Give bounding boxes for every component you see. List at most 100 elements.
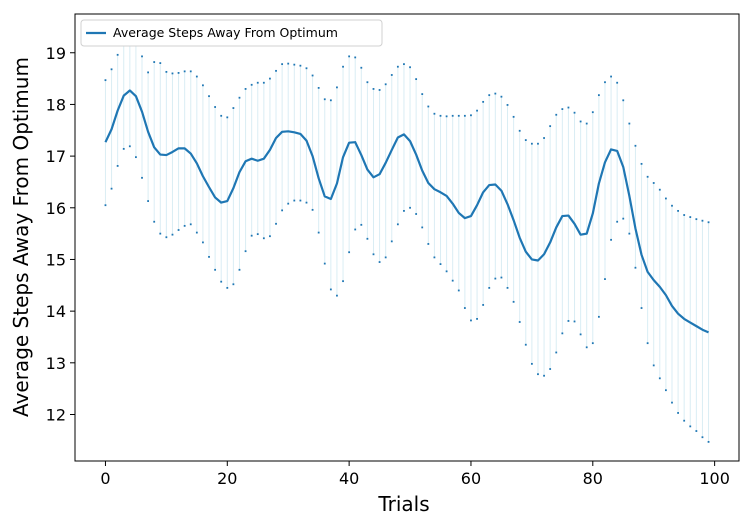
error-bar-cap-upper bbox=[159, 62, 162, 64]
y-axis-title: Average Steps Away From Optimum bbox=[9, 57, 33, 417]
error-bar-cap-lower bbox=[183, 224, 186, 227]
error-bar-cap-lower bbox=[208, 255, 210, 258]
error-bar-cap-upper bbox=[646, 175, 649, 178]
error-bar-cap-upper bbox=[378, 89, 381, 91]
error-bar-cap-lower bbox=[299, 199, 302, 202]
error-bar-cap-lower bbox=[482, 304, 485, 306]
error-bar-cap-upper bbox=[336, 86, 338, 89]
error-bar-cap-lower bbox=[220, 280, 223, 283]
legend-box bbox=[80, 19, 383, 47]
error-bar-cap-upper bbox=[348, 55, 351, 58]
error-bar-cap-upper bbox=[683, 214, 686, 216]
error-bar-cap-upper bbox=[171, 72, 174, 75]
error-bar-cap-lower bbox=[104, 204, 107, 207]
error-bar-cap-lower bbox=[591, 342, 594, 345]
error-bar-cap-lower bbox=[165, 236, 168, 239]
error-bar-cap-lower bbox=[329, 288, 332, 291]
error-bar-cap-lower bbox=[342, 280, 344, 283]
error-bar-cap-lower bbox=[171, 233, 174, 236]
error-bar-cap-lower bbox=[561, 332, 564, 335]
error-bar-cap-upper bbox=[439, 114, 442, 117]
error-bar-cap-lower bbox=[214, 268, 217, 271]
x-axis-ticks: 0 20 40 60 80 100 bbox=[100, 461, 730, 488]
error-bar-cap-lower bbox=[275, 222, 277, 225]
error-bar-cap-lower bbox=[305, 201, 308, 204]
error-bar-cap-lower bbox=[147, 200, 150, 202]
legend-label: Average Steps Away From Optimum bbox=[113, 25, 338, 40]
error-bar-cap-lower bbox=[494, 277, 497, 280]
x-tick-label: 40 bbox=[339, 469, 359, 488]
error-bar-cap-lower bbox=[488, 286, 491, 289]
error-bar-cap-upper bbox=[342, 65, 344, 68]
error-bar-cap-upper bbox=[372, 88, 375, 90]
error-bar-cap-upper bbox=[604, 81, 606, 84]
error-bar-cap-lower bbox=[543, 374, 545, 377]
error-bar-cap-upper bbox=[579, 120, 582, 123]
error-bar-cap-upper bbox=[189, 70, 192, 73]
y-tick-label: 18 bbox=[46, 95, 66, 114]
error-bar-cap-lower bbox=[110, 187, 113, 190]
error-bar-cap-upper bbox=[573, 111, 576, 114]
error-bar-cap-lower bbox=[622, 217, 625, 220]
error-bar-cap-lower bbox=[244, 250, 247, 253]
error-bar-cap-lower bbox=[549, 368, 552, 370]
y-tick-label: 19 bbox=[46, 44, 66, 63]
error-bar-cap-upper bbox=[634, 144, 637, 147]
error-bar-cap-lower bbox=[202, 241, 204, 244]
x-tick-label: 60 bbox=[461, 469, 481, 488]
error-bar-cap-upper bbox=[512, 115, 515, 118]
error-bar-cap-lower bbox=[226, 286, 229, 289]
error-bar-cap-lower bbox=[128, 145, 131, 148]
error-bar-cap-lower bbox=[695, 430, 698, 432]
y-tick-label: 14 bbox=[46, 302, 66, 321]
error-bar-cap-lower bbox=[262, 237, 265, 240]
error-bar-cap-lower bbox=[524, 343, 527, 346]
error-bar-cap-lower bbox=[530, 362, 533, 365]
error-bar-cap-upper bbox=[269, 77, 271, 80]
error-bar-cap-lower bbox=[195, 231, 198, 234]
error-bar-cap-upper bbox=[220, 114, 223, 117]
error-bar-cap-upper bbox=[299, 64, 302, 67]
error-bar-cap-upper bbox=[147, 71, 150, 74]
error-bar-cap-upper bbox=[153, 61, 156, 63]
error-bar-cap-upper bbox=[250, 83, 253, 86]
error-bar-cap-upper bbox=[701, 219, 704, 222]
error-bar-cap-lower bbox=[366, 237, 369, 240]
error-bar-cap-upper bbox=[317, 86, 320, 89]
error-bar-cap-lower bbox=[122, 147, 125, 150]
error-bar-cap-lower bbox=[689, 425, 692, 428]
error-bar-cap-upper bbox=[658, 188, 661, 191]
error-bar-cap-lower bbox=[634, 266, 637, 269]
error-bar-cap-upper bbox=[555, 113, 558, 116]
error-bar-cap-upper bbox=[585, 122, 588, 125]
error-bar-cap-upper bbox=[530, 142, 533, 145]
error-bar-cap-lower bbox=[664, 389, 667, 392]
error-bar-cap-lower bbox=[378, 261, 381, 263]
error-bar-cap-upper bbox=[141, 55, 143, 58]
x-tick-label: 20 bbox=[217, 469, 237, 488]
error-bar-cap-lower bbox=[116, 165, 119, 167]
error-bar-cap-upper bbox=[707, 221, 710, 224]
error-bar-cap-upper bbox=[396, 65, 399, 68]
error-bar-cap-lower bbox=[354, 228, 357, 231]
y-tick-label: 13 bbox=[46, 354, 66, 373]
error-bar-cap-lower bbox=[281, 209, 284, 212]
error-bar-cap-upper bbox=[494, 92, 497, 95]
error-bar-cap-upper bbox=[421, 93, 424, 95]
error-bar-cap-upper bbox=[610, 75, 612, 78]
error-bar-cap-upper bbox=[451, 114, 454, 117]
error-bar-cap-lower bbox=[409, 206, 411, 209]
error-bar-cap-upper bbox=[104, 79, 107, 82]
error-bar-cap-lower bbox=[683, 419, 686, 422]
error-bar-cap-lower bbox=[159, 232, 162, 235]
error-bar-cap-upper bbox=[591, 111, 594, 114]
error-bar-cap-upper bbox=[202, 84, 204, 87]
error-bar-cap-lower bbox=[555, 351, 558, 354]
error-bar-cap-lower bbox=[384, 256, 387, 259]
error-bar-cap-lower bbox=[390, 240, 393, 243]
error-bar-cap-upper bbox=[165, 70, 168, 73]
error-bar-cap-upper bbox=[664, 197, 667, 200]
error-bar-cap-upper bbox=[311, 74, 314, 77]
